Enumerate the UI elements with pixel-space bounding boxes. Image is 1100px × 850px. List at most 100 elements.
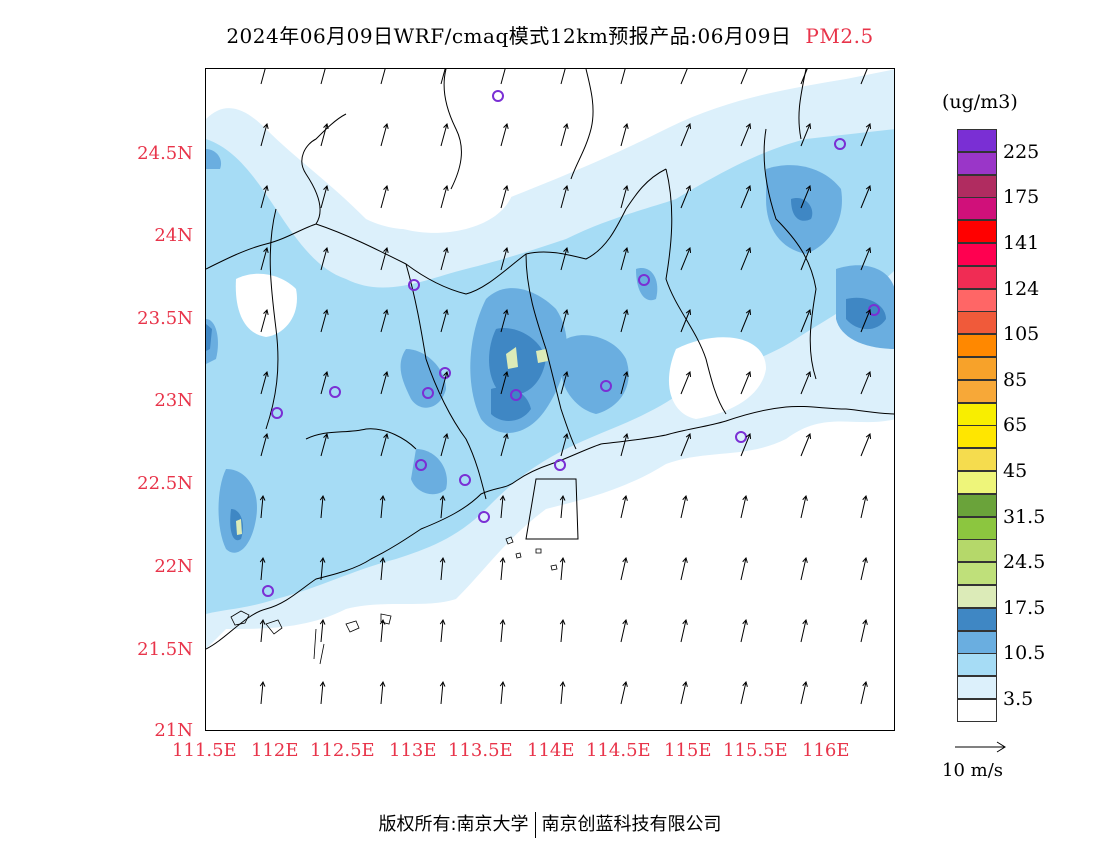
colorbar-swatch <box>957 288 997 312</box>
wind-arrow <box>860 247 871 271</box>
lat-tick: 21N <box>154 720 193 741</box>
wind-arrow <box>800 557 807 581</box>
colorbar-swatch <box>957 516 997 540</box>
wind-arrow <box>680 495 687 519</box>
monitoring-stations <box>262 90 880 597</box>
footer: 版权所有:南京大学 南京创蓝科技有限公司 <box>0 810 1100 838</box>
colorbar-swatch <box>957 334 997 358</box>
wind-arrow <box>620 247 628 271</box>
colorbar-label: 10.5 <box>1003 642 1046 665</box>
wind-arrow <box>860 123 871 147</box>
wind-arrow <box>680 69 688 85</box>
wind-arrow <box>800 309 811 333</box>
wind-arrow <box>860 619 867 643</box>
wind-arrow <box>800 69 808 85</box>
wind-arrow <box>320 619 324 643</box>
wind-arrow-head <box>862 494 868 501</box>
wind-arrow-head <box>499 494 506 501</box>
wind-arrow <box>260 69 266 85</box>
colorbar-swatch <box>957 174 997 198</box>
wind-arrow <box>560 69 566 85</box>
wind-arrow-head <box>383 370 389 377</box>
lon-tick: 112.5E <box>310 740 375 761</box>
lon-tick: 115.5E <box>723 740 788 761</box>
wind-arrow-head <box>323 184 329 191</box>
lon-tick: 116E <box>802 740 850 761</box>
wind-arrow-head <box>623 246 629 253</box>
wind-arrow <box>800 619 807 643</box>
wind-arrow-head <box>383 122 389 129</box>
wind-arrow-head <box>862 618 868 625</box>
wind-arrow <box>860 495 867 519</box>
wind-arrow-head <box>805 309 812 316</box>
wind-arrow <box>320 247 328 271</box>
wind-arrow-head <box>319 494 326 501</box>
colorbar-swatch <box>957 448 997 472</box>
colorbar-label: 65 <box>1003 414 1028 437</box>
wind-arrow <box>260 247 268 271</box>
wind-arrow <box>740 185 751 209</box>
wind-arrow-head <box>563 370 569 377</box>
wind-arrow <box>440 619 444 643</box>
wind-arrow <box>740 681 747 705</box>
wind-arrow-head <box>805 433 812 440</box>
wind-arrow-head <box>623 370 629 377</box>
wind-arrow <box>320 123 328 147</box>
wind-arrow-head <box>682 494 688 501</box>
wind-arrow <box>560 433 568 457</box>
wind-arrow <box>740 619 747 643</box>
wind-arrow-head <box>805 185 812 192</box>
colorbar-swatch <box>957 151 997 175</box>
wind-arrow <box>740 495 747 519</box>
wind-arrow <box>440 309 448 333</box>
lon-tick: 111.5E <box>172 740 237 761</box>
wind-arrow-head <box>323 122 329 129</box>
wind-arrow <box>260 123 268 147</box>
wind-arrow <box>440 495 444 519</box>
wind-arrow-head <box>802 494 808 501</box>
wind-arrow <box>620 495 627 519</box>
colorbar-swatch <box>957 357 997 380</box>
wind-arrow <box>500 309 508 333</box>
wind-arrow <box>560 247 568 271</box>
wind-arrow-head <box>862 556 868 563</box>
wind-arrow-head <box>503 370 509 377</box>
pollutant-label: PM2.5 <box>805 24 874 48</box>
wind-arrow <box>440 69 446 85</box>
wind-arrow-head <box>263 308 269 315</box>
map-title: 2024年06月09日WRF/cmaq模式12km预报产品:06月09日 PM2.… <box>0 20 1100 49</box>
wind-arrow <box>260 495 264 519</box>
colorbar-swatch <box>957 425 997 449</box>
wind-arrow-head <box>742 494 748 501</box>
wind-arrow <box>500 681 504 705</box>
wind-arrow <box>320 69 326 85</box>
wind-arrow-head <box>443 370 449 377</box>
map-panel <box>205 68 895 731</box>
wind-arrow <box>440 123 448 147</box>
wind-arrow <box>680 433 691 457</box>
wind-arrow <box>800 495 807 519</box>
wind-arrow-head <box>805 371 812 378</box>
wind-arrow-head <box>379 680 386 687</box>
colorbar-swatch <box>957 699 997 722</box>
wind-arrow <box>500 247 508 271</box>
wind-arrow-head <box>263 432 269 439</box>
wind-arrow-head <box>499 556 506 563</box>
wind-arrow-head <box>443 308 449 315</box>
wind-arrow <box>860 681 867 705</box>
wind-arrow-head <box>319 618 326 625</box>
wind-arrow <box>260 185 268 209</box>
wind-arrow <box>620 619 627 643</box>
wind-arrow-head <box>379 618 386 625</box>
wind-arrow-head <box>319 680 326 687</box>
wind-arrow <box>380 69 386 85</box>
wind-arrow <box>860 371 871 395</box>
lat-tick: 22N <box>154 556 193 577</box>
wind-arrow-head <box>439 556 446 563</box>
wind-arrow <box>500 185 508 209</box>
colorbar-label: 31.5 <box>1003 505 1046 528</box>
wind-arrow-head <box>623 432 629 439</box>
colorbar-swatch <box>957 607 997 631</box>
wind-arrow <box>500 495 504 519</box>
colorbar-label: 105 <box>1003 323 1040 346</box>
